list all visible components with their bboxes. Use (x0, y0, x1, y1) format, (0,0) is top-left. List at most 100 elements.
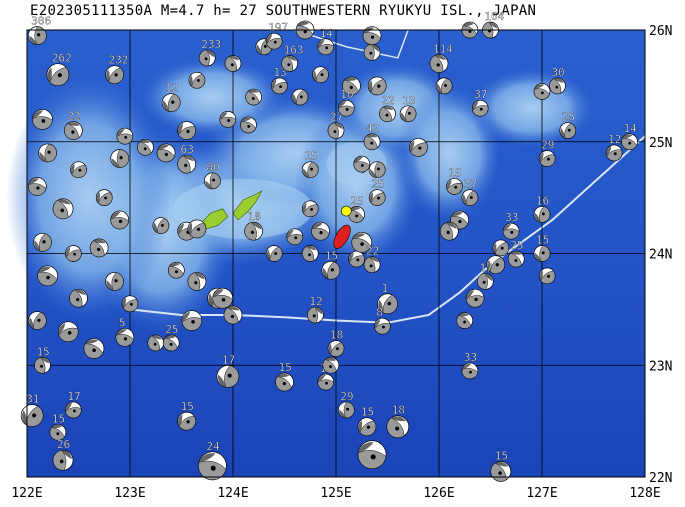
mechanism-quadrant (292, 93, 297, 105)
event-depth-label: 22 (67, 110, 80, 123)
mechanism-quadrant (281, 55, 293, 72)
event-depth-label: 15 (279, 361, 292, 374)
pressure-axis (250, 230, 255, 234)
mechanism-quadrant (29, 35, 38, 45)
mechanism-quadrant (44, 143, 57, 163)
pressure-axis (212, 178, 216, 182)
focal-mechanism (177, 154, 196, 174)
focal-mechanism (27, 26, 47, 45)
focal-mechanism (351, 231, 373, 253)
mechanism-quadrant (271, 79, 277, 90)
focal-mechanism (357, 417, 377, 437)
mechanism-quadrant (266, 249, 271, 261)
pressure-axis (279, 85, 283, 89)
pressure-axis (495, 263, 499, 267)
event-depth-label: 22 (366, 245, 379, 258)
mechanism-quadrant (410, 142, 428, 157)
focal-mechanism (212, 287, 234, 309)
focal-mechanism (244, 221, 263, 241)
mechanism-quadrant (40, 357, 50, 364)
event-depth-label: 15 (304, 150, 317, 163)
focal-mechanism (605, 144, 623, 162)
pressure-axis (196, 79, 200, 82)
mechanism-quadrant (194, 272, 205, 280)
mechanism-quadrant (477, 273, 488, 290)
mechanism-quadrant (369, 192, 373, 203)
mechanism-quadrant (111, 158, 120, 168)
pressure-axis (436, 63, 440, 67)
pressure-axis (114, 279, 118, 283)
focal-mechanism (198, 49, 216, 67)
mechanism-quadrant (510, 251, 522, 255)
focal-mechanism (461, 21, 479, 39)
focal-mechanism (52, 198, 74, 220)
event-depth-label: 18 (330, 328, 343, 341)
focal-mechanism (301, 200, 319, 218)
mechanism-quadrant (461, 368, 479, 380)
pressure-axis (382, 325, 385, 329)
mechanism-quadrant (369, 256, 379, 263)
event-depth-label: 12 (165, 82, 178, 95)
epicenter-marker (340, 205, 352, 217)
pressure-axis (42, 240, 46, 244)
event-depth-label: 29 (541, 139, 554, 152)
mechanism-quadrant (187, 272, 201, 291)
focal-mechanism (265, 32, 283, 50)
mechanism-quadrant (534, 84, 545, 90)
mechanism-quadrant (85, 339, 99, 344)
mechanism-quadrant (440, 222, 453, 241)
mechanism-quadrant (466, 290, 475, 300)
focal-mechanism (559, 122, 577, 139)
event-depth-label: 15 (36, 345, 49, 358)
pressure-axis (329, 365, 332, 369)
focal-mechanism (27, 177, 47, 196)
mechanism-quadrant (434, 54, 447, 60)
mechanism-quadrant (256, 44, 262, 55)
mechanism-quadrant (266, 34, 273, 44)
pressure-axis (184, 163, 188, 168)
pressure-axis (123, 337, 128, 341)
focal-mechanism (177, 411, 196, 431)
event-depth-label: 30 (551, 66, 564, 79)
mechanism-quadrant (374, 323, 391, 335)
pressure-axis (71, 130, 75, 134)
focal-mechanism (187, 219, 207, 239)
pressure-axis (186, 420, 190, 424)
mechanism-quadrant (358, 420, 363, 433)
event-depth-label: 27 (330, 111, 343, 124)
mechanism-quadrant (286, 55, 297, 61)
pressure-axis (59, 459, 64, 464)
focal-mechanism (57, 321, 79, 343)
pressure-axis (330, 268, 335, 272)
pressure-axis (210, 465, 216, 471)
pressure-axis (32, 413, 37, 418)
focal-mechanism (507, 250, 525, 268)
mechanism-quadrant (539, 245, 551, 262)
pressure-axis (47, 150, 51, 154)
mechanism-quadrant (29, 317, 34, 329)
event-depth-label: 163 (284, 44, 304, 57)
focal-mechanism (301, 161, 319, 179)
pressure-axis (160, 223, 164, 227)
pressure-axis (186, 129, 190, 134)
event-depth-label: 306 (31, 15, 51, 28)
focal-mechanism (322, 356, 340, 374)
mechanism-quadrant (382, 106, 394, 110)
mechanism-quadrant (147, 335, 160, 352)
pressure-axis (227, 373, 232, 378)
pressure-axis (169, 342, 173, 346)
pressure-axis (37, 33, 41, 37)
mechanism-quadrant (539, 152, 544, 163)
mechanism-quadrant (61, 450, 72, 460)
pressure-axis (312, 314, 316, 318)
focal-mechanism (446, 178, 463, 195)
focal-mechanism (64, 401, 82, 419)
mechanism-quadrant (34, 240, 40, 251)
focal-mechanism (409, 137, 428, 157)
pressure-axis (369, 51, 373, 55)
mechanism-quadrant (317, 44, 334, 55)
event-depth-label: 25 (351, 194, 364, 207)
focal-mechanism (482, 21, 499, 39)
